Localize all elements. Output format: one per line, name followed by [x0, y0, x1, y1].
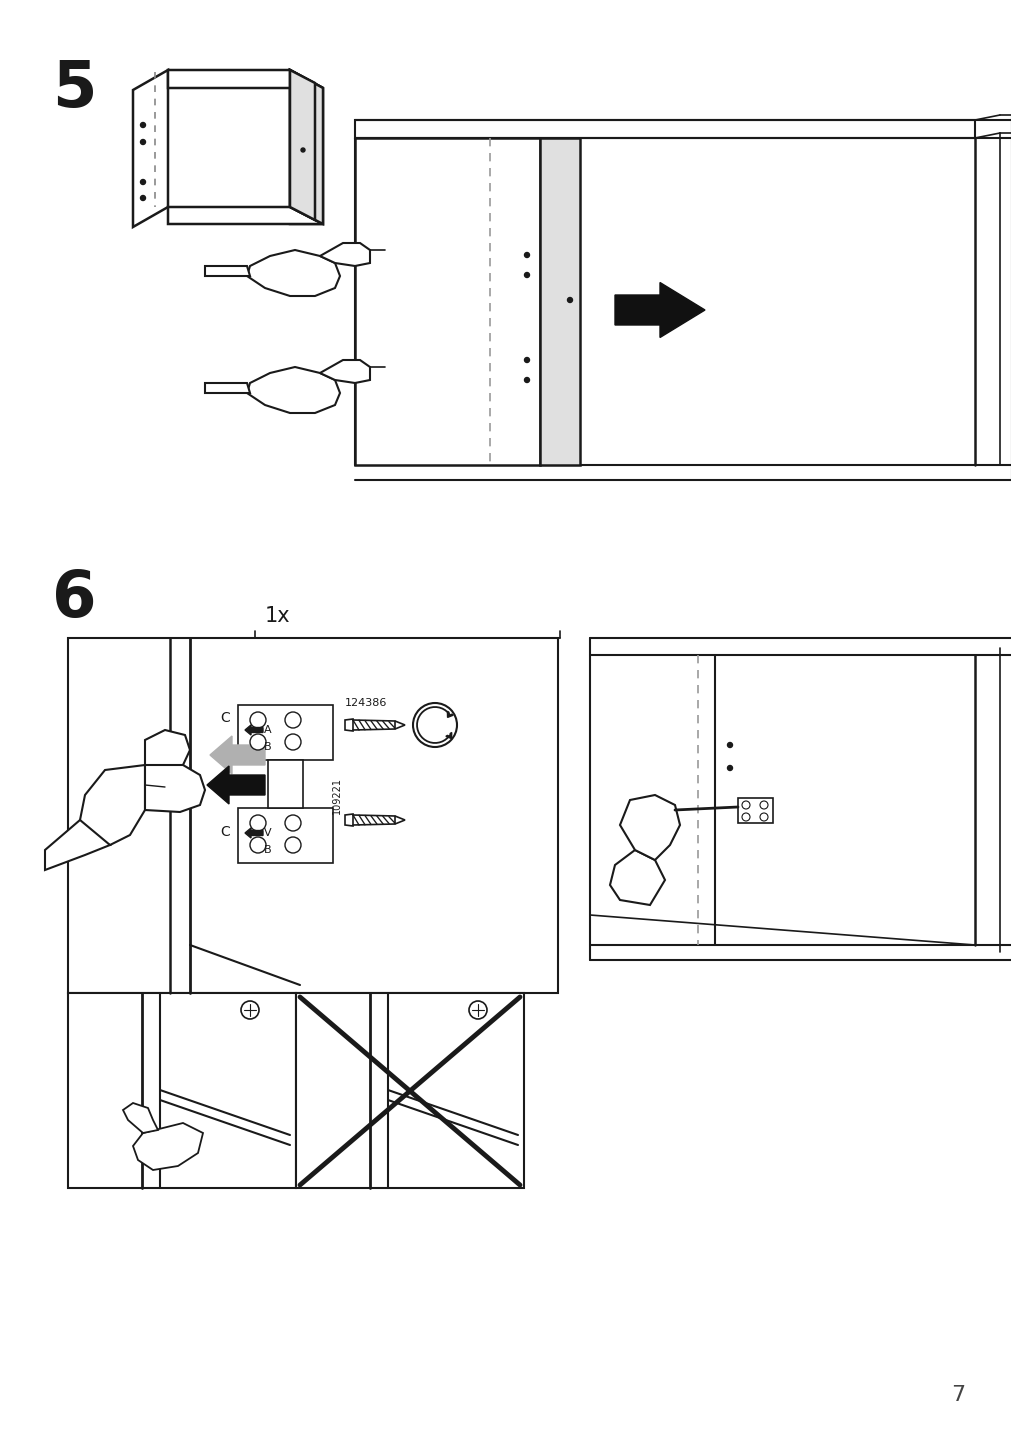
Circle shape [524, 272, 529, 278]
Polygon shape [345, 719, 353, 730]
Text: B: B [264, 742, 272, 752]
Polygon shape [80, 765, 145, 845]
Text: 109221: 109221 [332, 776, 342, 813]
Polygon shape [290, 70, 314, 221]
Polygon shape [290, 70, 323, 223]
Circle shape [285, 815, 300, 831]
Text: 5: 5 [52, 59, 96, 120]
Circle shape [250, 836, 266, 853]
Text: A: A [264, 725, 272, 735]
Polygon shape [345, 813, 353, 826]
Circle shape [567, 298, 572, 302]
Circle shape [141, 123, 146, 127]
FancyArrow shape [245, 725, 263, 735]
Polygon shape [247, 367, 340, 412]
Polygon shape [610, 851, 664, 905]
Circle shape [524, 358, 529, 362]
Circle shape [285, 836, 300, 853]
Polygon shape [290, 70, 323, 223]
Polygon shape [394, 816, 404, 823]
Polygon shape [145, 730, 190, 770]
Polygon shape [132, 1123, 203, 1170]
FancyArrow shape [446, 733, 451, 739]
Circle shape [524, 252, 529, 258]
Text: 7: 7 [950, 1385, 964, 1405]
Polygon shape [168, 208, 323, 223]
Circle shape [727, 743, 732, 748]
Polygon shape [145, 765, 205, 812]
Circle shape [759, 813, 767, 821]
Bar [737, 798, 772, 823]
Polygon shape [238, 808, 333, 863]
Circle shape [524, 378, 529, 382]
FancyArrow shape [615, 282, 705, 338]
Circle shape [300, 147, 304, 152]
Circle shape [727, 766, 732, 770]
Text: V: V [264, 828, 272, 838]
Circle shape [250, 712, 266, 727]
Polygon shape [355, 137, 540, 465]
Polygon shape [620, 795, 679, 861]
FancyArrow shape [210, 736, 265, 775]
FancyArrow shape [207, 766, 265, 803]
Polygon shape [394, 720, 404, 729]
Polygon shape [132, 70, 168, 228]
Circle shape [250, 815, 266, 831]
Polygon shape [319, 243, 370, 266]
Bar [295, 992, 524, 1189]
Circle shape [741, 800, 749, 809]
Circle shape [141, 139, 146, 145]
FancyArrow shape [245, 828, 263, 838]
Text: C: C [220, 712, 229, 725]
Text: B: B [264, 845, 272, 855]
Polygon shape [205, 266, 250, 276]
Text: C: C [220, 825, 229, 839]
Circle shape [412, 703, 457, 748]
Polygon shape [355, 120, 974, 137]
Polygon shape [205, 382, 250, 392]
Circle shape [250, 735, 266, 750]
Circle shape [468, 1001, 486, 1020]
Polygon shape [238, 705, 333, 760]
Polygon shape [540, 137, 579, 465]
Polygon shape [268, 760, 302, 808]
Text: 6: 6 [52, 569, 96, 630]
Text: 124386: 124386 [345, 697, 387, 707]
Circle shape [141, 196, 146, 200]
Polygon shape [319, 359, 370, 382]
Polygon shape [44, 821, 110, 871]
Polygon shape [123, 1103, 158, 1133]
FancyArrow shape [447, 712, 453, 717]
Polygon shape [168, 70, 323, 87]
Circle shape [759, 800, 767, 809]
Circle shape [141, 179, 146, 185]
Circle shape [285, 712, 300, 727]
Polygon shape [247, 251, 340, 296]
Circle shape [285, 735, 300, 750]
Circle shape [241, 1001, 259, 1020]
Text: 1x: 1x [265, 606, 290, 626]
Circle shape [741, 813, 749, 821]
Bar [68, 639, 557, 992]
Bar [68, 992, 295, 1189]
